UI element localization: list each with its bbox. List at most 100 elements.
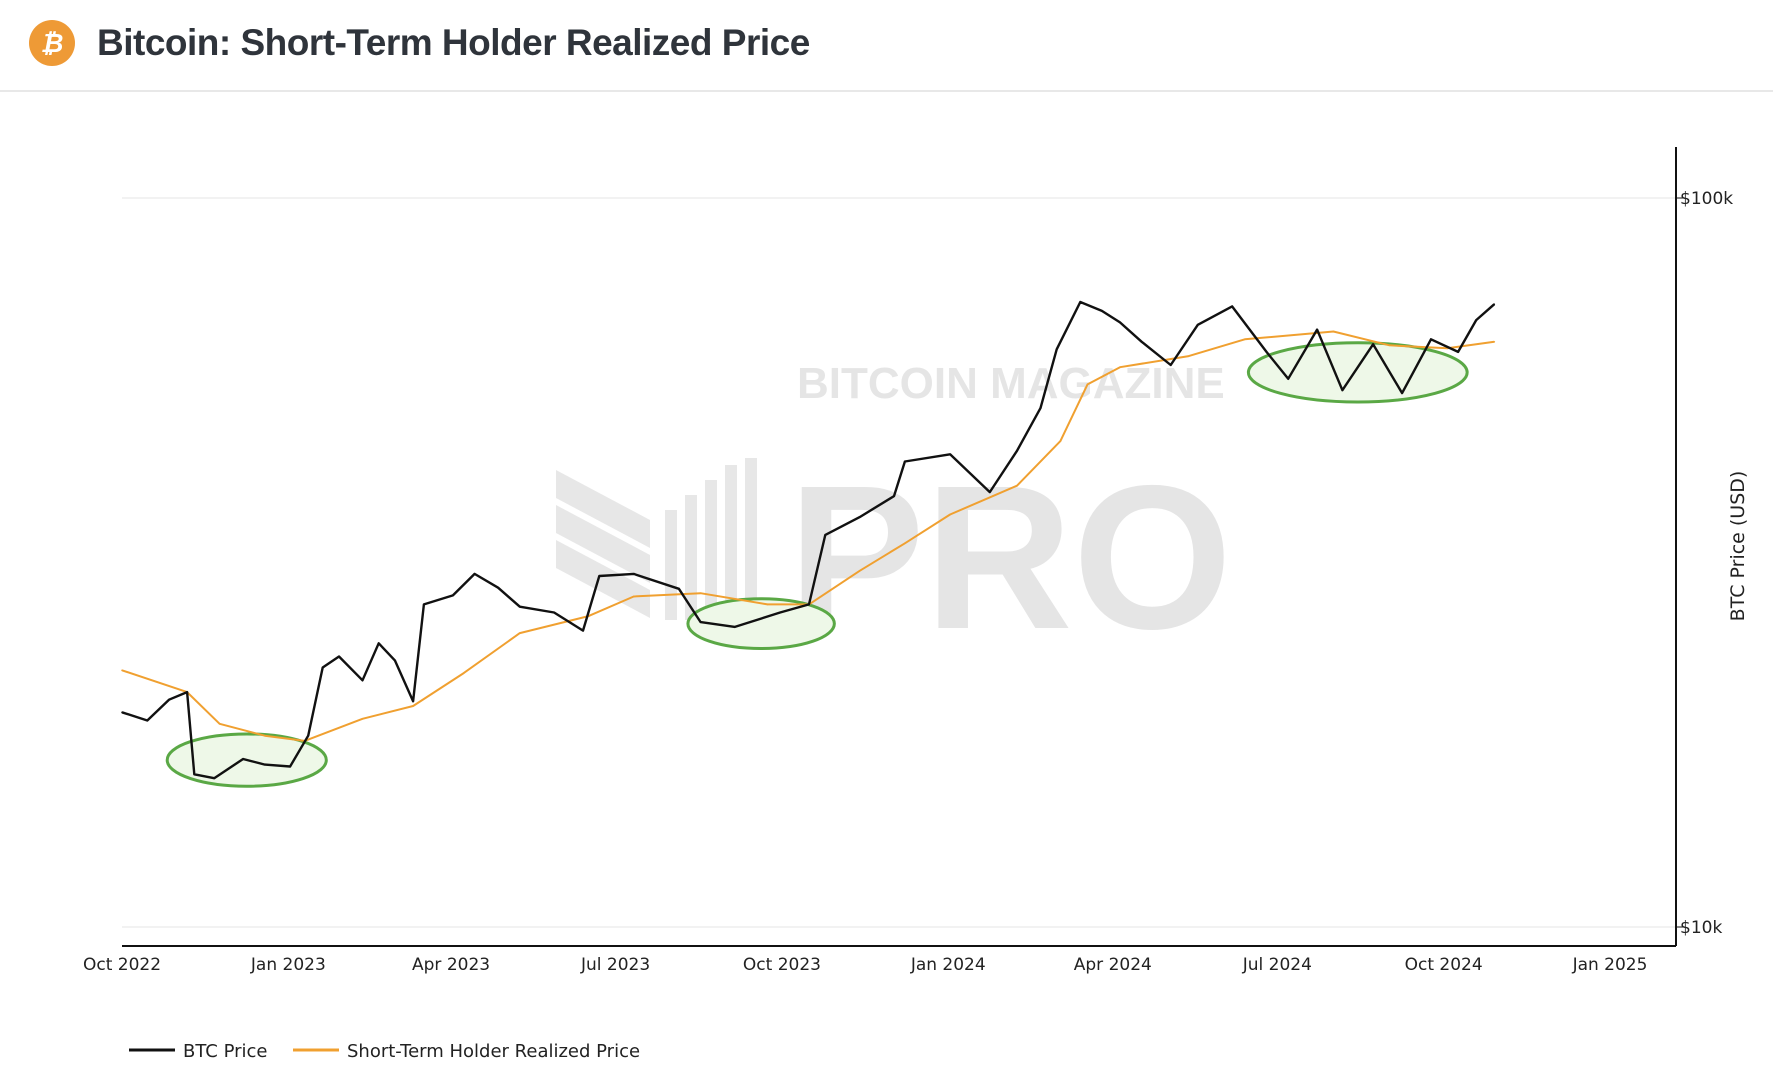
x-tick-label: Apr 2023 <box>412 955 490 975</box>
btc-price-point <box>824 534 827 536</box>
y-tick-label: $100k <box>1680 189 1733 209</box>
sth-price-point <box>632 595 635 598</box>
btc-price-point <box>321 666 324 669</box>
sth-price-point <box>1493 340 1496 343</box>
x-tick-label: Oct 2022 <box>83 955 161 975</box>
btc-price-point <box>632 573 635 575</box>
btc-price-point <box>808 603 810 606</box>
sth-price-point <box>766 603 769 606</box>
watermark-logo: BITCOIN MAGAZINE PRO <box>556 359 1232 672</box>
x-tick-label: Oct 2023 <box>743 955 821 975</box>
watermark-text-top: BITCOIN MAGAZINE <box>797 359 1225 408</box>
sth-price-point <box>858 570 861 572</box>
legend: BTC Price Short-Term Holder Realized Pri… <box>129 1041 640 1062</box>
sth-price-point <box>121 669 123 672</box>
btc-price-point <box>264 763 266 766</box>
btc-price-point <box>1119 321 1121 324</box>
btc-price-point <box>1231 305 1233 308</box>
annotation-ellipse <box>1246 341 1469 404</box>
bitcoin-logo-icon: ₿ <box>29 20 75 66</box>
btc-price-point <box>289 765 291 768</box>
sth-price-point <box>1243 338 1246 341</box>
sth-price-point <box>462 672 465 674</box>
sth-price-point <box>1187 355 1190 357</box>
legend-label-sth: Short-Term Holder Realized Price <box>347 1041 640 1062</box>
btc-price-point <box>949 453 951 456</box>
btc-price-point <box>1140 340 1143 343</box>
btc-price-point <box>858 516 861 518</box>
sth-price-point <box>1086 383 1089 386</box>
btc-price-point <box>1079 301 1082 303</box>
x-tick-label: Jan 2024 <box>910 955 986 975</box>
y-axis-label: BTC Price (USD) <box>1727 471 1749 622</box>
sth-price-point <box>904 542 906 545</box>
sth-price-point <box>518 632 521 634</box>
sth-price-point <box>1059 440 1062 442</box>
btc-price-point <box>338 655 340 658</box>
sth-price-point <box>1388 344 1391 347</box>
btc-price-point <box>377 642 380 645</box>
btc-price-point <box>1316 328 1318 331</box>
annotation-ellipse <box>686 597 836 651</box>
btc-price-point <box>1169 364 1172 366</box>
btc-price-point <box>242 758 244 760</box>
btc-price-point <box>193 773 196 776</box>
btc-price-point <box>1196 323 1199 326</box>
watermark-text-pro: PRO <box>788 443 1232 672</box>
btc-price-point <box>394 659 396 662</box>
btc-price-point <box>904 460 906 463</box>
btc-price-point <box>1493 303 1496 306</box>
btc-price-point <box>1430 338 1432 341</box>
x-tick-label: Jul 2023 <box>580 955 650 975</box>
btc-price-point <box>168 698 170 701</box>
sth-price-point <box>412 705 414 707</box>
btc-price-point <box>678 588 680 590</box>
sth-price-point <box>218 722 221 725</box>
btc-price-line <box>121 300 1496 780</box>
legend-label-btc: BTC Price <box>183 1041 268 1062</box>
btc-price-point <box>893 495 895 497</box>
btc-price-point <box>779 611 781 614</box>
btc-price-point <box>582 629 584 632</box>
btc-price-point <box>186 691 188 693</box>
btc-price-point <box>146 719 149 722</box>
btc-price-point <box>1016 450 1018 452</box>
btc-price-point <box>1287 377 1289 380</box>
btc-price-point <box>1341 389 1344 391</box>
sth-price-point <box>1119 366 1121 369</box>
btc-price-point <box>1265 351 1268 353</box>
sth-price-point <box>264 734 266 737</box>
btc-price-point <box>1401 392 1403 394</box>
btc-price-point <box>1055 348 1058 351</box>
btc-price-point <box>473 573 476 575</box>
btc-price-point <box>598 575 601 577</box>
x-tick-label: Apr 2024 <box>1074 955 1152 975</box>
sth-price-point <box>361 718 364 720</box>
btc-price-point <box>1039 407 1042 409</box>
btc-price-point <box>553 611 555 614</box>
btc-price-point <box>121 711 123 714</box>
btc-price-point <box>452 594 454 597</box>
sth-price-point <box>949 513 951 516</box>
x-tick-label: Jan 2023 <box>250 955 326 975</box>
btc-price-point <box>1101 310 1103 312</box>
sth-price-point <box>1332 330 1335 333</box>
btc-price-point <box>497 586 499 589</box>
btc-price-point <box>307 734 310 737</box>
sth-price-point <box>1016 484 1018 487</box>
btc-price-point <box>699 621 702 623</box>
x-tick-label: Oct 2024 <box>1405 955 1483 975</box>
btc-price-point <box>412 700 414 703</box>
btc-price-point <box>1457 351 1459 353</box>
btc-price-point <box>361 679 364 682</box>
btc-price-point <box>213 777 216 779</box>
page-title: Bitcoin: Short-Term Holder Realized Pric… <box>97 22 810 63</box>
btc-price-point <box>1475 319 1478 321</box>
btc-price-point <box>989 491 991 493</box>
btc-price-point <box>1372 343 1374 346</box>
btc-price-point <box>423 603 425 606</box>
y-tick-label: $10k <box>1680 918 1722 938</box>
x-tick-label: Jan 2025 <box>1572 955 1648 975</box>
btc-price-point <box>734 626 736 628</box>
